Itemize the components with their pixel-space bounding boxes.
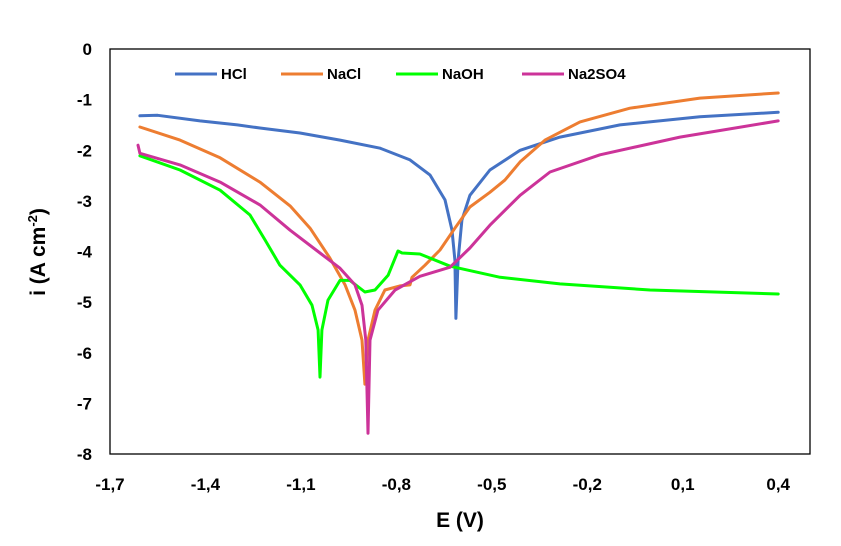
y-axis-title: i (A cm-2) <box>25 208 50 296</box>
x-tick-label: -0,5 <box>477 475 506 494</box>
x-tick-label: 0,1 <box>671 475 695 494</box>
x-tick-label: -0,2 <box>573 475 602 494</box>
x-axis-title: E (V) <box>436 509 484 532</box>
series-line-na2so4 <box>136 119 780 435</box>
legend-label-hcl: HCl <box>221 66 247 83</box>
legend-label-na2so4: Na2SO4 <box>568 66 626 83</box>
y-axis-title-end: ) <box>27 208 50 215</box>
y-tick-label: -7 <box>77 394 92 413</box>
y-axis-title-superscript: -2 <box>25 215 40 227</box>
x-axis-ticks: -1,7 -1,4 -1,1 -0,8 -0,5 -0,2 0,1 0,4 <box>95 475 790 494</box>
y-axis-title-main: i (A cm <box>27 227 50 296</box>
series-layer <box>136 91 780 435</box>
x-tick-label: 0,4 <box>766 475 790 494</box>
y-tick-label: -5 <box>77 293 92 312</box>
y-tick-label: 0 <box>83 40 92 59</box>
x-tick-label: -0,8 <box>382 475 411 494</box>
y-tick-label: -2 <box>77 141 92 160</box>
x-tick-label: -1,1 <box>286 475 315 494</box>
legend-label-naoh: NaOH <box>442 66 484 83</box>
legend-label-nacl: NaCl <box>327 66 361 83</box>
y-tick-label: -6 <box>77 344 92 363</box>
legend: HCl NaCl NaOH Na2SO4 <box>175 66 626 83</box>
y-tick-label: -3 <box>77 192 92 211</box>
x-tick-label: -1,4 <box>191 475 221 494</box>
y-axis-ticks: 0 -1 -2 -3 -4 -5 -6 -7 -8 <box>77 40 93 464</box>
y-tick-label: -8 <box>77 445 92 464</box>
y-tick-label: -4 <box>77 243 93 262</box>
y-tick-label: -1 <box>77 91 92 110</box>
x-tick-label: -1,7 <box>95 475 124 494</box>
